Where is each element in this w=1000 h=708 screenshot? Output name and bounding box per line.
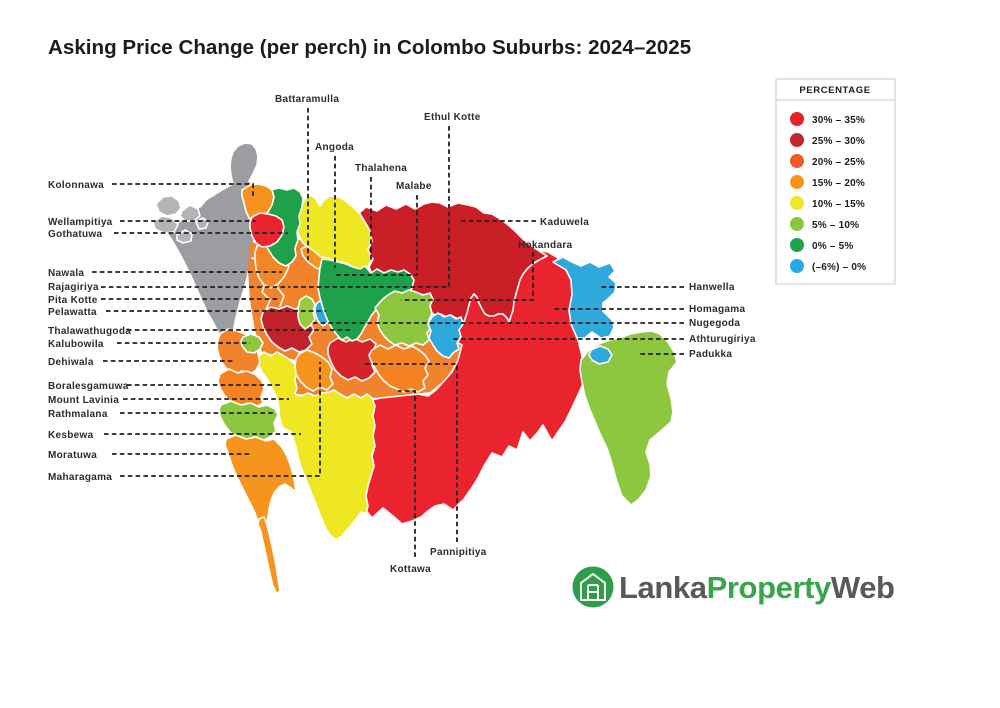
svg-text:10% – 15%: 10% – 15% xyxy=(812,199,865,210)
svg-text:Hokandara: Hokandara xyxy=(518,240,573,251)
svg-text:Nawala: Nawala xyxy=(48,268,84,279)
svg-text:25% – 30%: 25% – 30% xyxy=(812,136,865,147)
svg-text:Athturugiriya: Athturugiriya xyxy=(689,334,756,345)
svg-text:LankaPropertyWeb: LankaPropertyWeb xyxy=(619,570,895,605)
svg-text:Kesbewa: Kesbewa xyxy=(48,430,94,441)
svg-text:30% – 35%: 30% – 35% xyxy=(812,115,865,126)
svg-text:Wellampitiya: Wellampitiya xyxy=(48,217,113,228)
svg-text:Gothatuwa: Gothatuwa xyxy=(48,229,103,240)
svg-text:Battaramulla: Battaramulla xyxy=(275,94,339,105)
svg-text:Nugegoda: Nugegoda xyxy=(689,318,740,329)
svg-text:PERCENTAGE: PERCENTAGE xyxy=(799,85,870,96)
svg-text:Rathmalana: Rathmalana xyxy=(48,409,108,420)
svg-text:0% – 5%: 0% – 5% xyxy=(812,241,853,252)
svg-text:Asking Price Change (per perch: Asking Price Change (per perch) in Colom… xyxy=(48,36,691,59)
svg-text:Kalubowila: Kalubowila xyxy=(48,339,104,350)
svg-text:Angoda: Angoda xyxy=(315,142,354,153)
svg-text:Thalawathugoda: Thalawathugoda xyxy=(48,326,131,337)
svg-text:Malabe: Malabe xyxy=(396,181,432,192)
svg-text:Pelawatta: Pelawatta xyxy=(48,307,97,318)
svg-text:Maharagama: Maharagama xyxy=(48,472,112,483)
svg-text:Kaduwela: Kaduwela xyxy=(540,217,589,228)
svg-text:Thalahena: Thalahena xyxy=(355,163,407,174)
svg-text:5% – 10%: 5% – 10% xyxy=(812,220,859,231)
svg-text:Pita Kotte: Pita Kotte xyxy=(48,295,98,306)
svg-text:Rajagiriya: Rajagiriya xyxy=(48,282,99,293)
svg-text:Ethul Kotte: Ethul Kotte xyxy=(424,112,481,123)
svg-text:Boralesgamuwa: Boralesgamuwa xyxy=(48,381,129,392)
svg-text:Moratuwa: Moratuwa xyxy=(48,450,97,461)
svg-text:Mount Lavinia: Mount Lavinia xyxy=(48,395,119,406)
svg-text:Hanwella: Hanwella xyxy=(689,282,735,293)
svg-text:(–6%) – 0%: (–6%) – 0% xyxy=(812,262,866,273)
svg-text:20% – 25%: 20% – 25% xyxy=(812,157,865,168)
svg-text:Dehiwala: Dehiwala xyxy=(48,357,94,368)
svg-text:Kottawa: Kottawa xyxy=(390,564,431,575)
svg-text:Pannipitiya: Pannipitiya xyxy=(430,547,487,558)
svg-text:Kolonnawa: Kolonnawa xyxy=(48,180,104,191)
svg-text:Homagama: Homagama xyxy=(689,304,745,315)
svg-text:15% – 20%: 15% – 20% xyxy=(812,178,865,189)
svg-text:Padukka: Padukka xyxy=(689,349,732,360)
